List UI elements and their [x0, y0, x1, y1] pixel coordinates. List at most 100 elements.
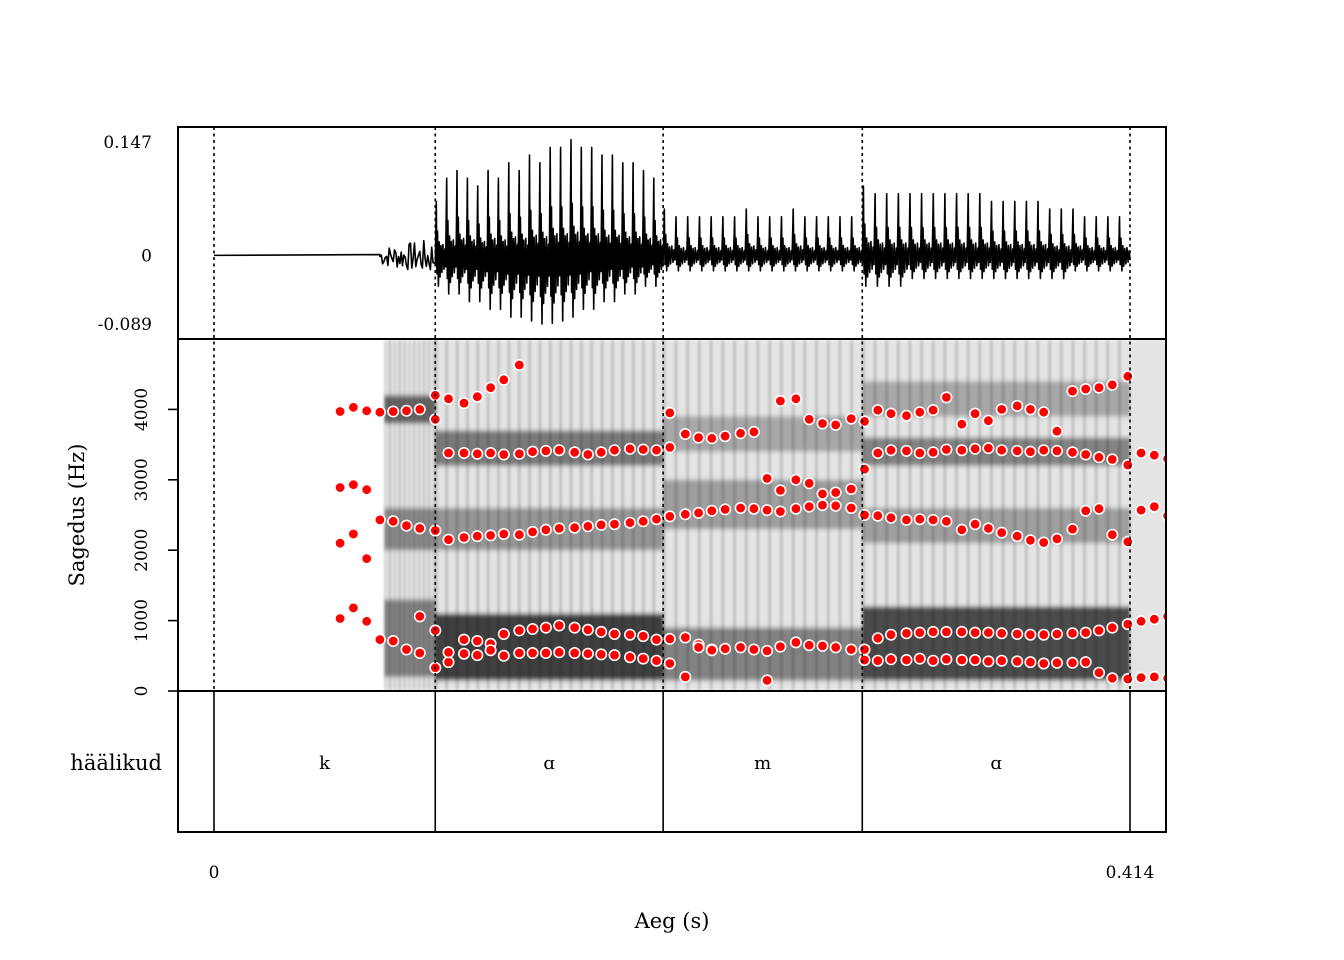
- formant-point-extra: [413, 610, 426, 623]
- formant-point-f3: [900, 444, 913, 457]
- formant-point-f1: [623, 628, 636, 641]
- formant-tracks: [334, 358, 1166, 687]
- formant-point-f2: [568, 521, 581, 534]
- x-tick-label: 0.414: [1106, 863, 1155, 883]
- formant-point-extra: [1135, 671, 1148, 684]
- formant-point-f4: [982, 414, 995, 427]
- formant-point-extra: [539, 646, 552, 659]
- formant-point-f4: [871, 404, 884, 417]
- formant-point-f3: [858, 463, 871, 476]
- formant-point-f2: [650, 513, 663, 526]
- formant-point-extra: [955, 653, 968, 666]
- formant-point-f3: [789, 473, 802, 486]
- formant-point-f1: [747, 643, 760, 656]
- formant-point-f2: [1093, 502, 1106, 515]
- spectrogram-striation: [1001, 339, 1005, 691]
- formant-point-f1: [955, 625, 968, 638]
- formant-point-f4: [816, 417, 829, 430]
- formant-point-f3: [1161, 452, 1166, 465]
- formant-point-f3: [774, 484, 787, 497]
- formant-point-f4: [789, 392, 802, 405]
- formant-point-f3: [442, 446, 455, 459]
- spectrogram-striation: [838, 339, 842, 691]
- waveform-trace: [213, 138, 1131, 325]
- formant-point-extra: [940, 653, 953, 666]
- formant-point-extra: [982, 655, 995, 668]
- spectrogram-striation: [897, 339, 900, 691]
- formant-point-f1: [789, 636, 802, 649]
- formant-point-f2: [400, 519, 413, 532]
- formant-point-f3: [884, 444, 897, 457]
- spectrogram-striation: [1013, 339, 1016, 691]
- spectrogram-striation: [815, 339, 818, 691]
- formant-point-f2: [360, 552, 373, 565]
- formant-point-f2: [871, 509, 884, 522]
- formant-point-f4: [484, 381, 497, 394]
- formant-point-f3: [663, 441, 676, 454]
- formant-point-f2: [1161, 509, 1166, 522]
- formant-point-f2: [816, 499, 829, 512]
- segment-label: ɑ: [990, 753, 1002, 774]
- formant-point-extra: [497, 649, 510, 662]
- formant-point-extra: [526, 646, 539, 659]
- formant-point-f4: [1051, 425, 1064, 438]
- spectrogram-panel: [384, 339, 1166, 691]
- formant-point-extra: [581, 647, 594, 660]
- formant-point-f4: [497, 373, 510, 386]
- formant-point-f3: [969, 442, 982, 455]
- formant-point-f1: [679, 631, 692, 644]
- formant-point-f3: [1121, 458, 1134, 471]
- formant-point-f2: [927, 513, 940, 526]
- formant-point-f4: [400, 404, 413, 417]
- formant-point-f4: [442, 392, 455, 405]
- spectrogram-noise: [433, 339, 435, 691]
- formant-point-extra: [1161, 672, 1166, 685]
- segment-label: m: [754, 753, 771, 774]
- formant-point-f1: [816, 639, 829, 652]
- formant-point-f2: [679, 508, 692, 521]
- formant-point-f2: [553, 522, 566, 535]
- spectrogram-striation: [955, 339, 958, 691]
- formant-point-f4: [1066, 385, 1079, 398]
- formant-point-extra: [705, 644, 718, 657]
- spectrogram-striation: [733, 339, 736, 691]
- formant-point-f3: [692, 431, 705, 444]
- spectrogram-striation: [621, 339, 624, 691]
- formant-point-extra: [1148, 670, 1161, 683]
- formant-point-f2: [347, 527, 360, 540]
- formant-point-extra: [1121, 672, 1134, 685]
- formant-point-f4: [1079, 382, 1092, 395]
- formant-point-f2: [581, 520, 594, 533]
- formant-point-f1: [413, 646, 426, 659]
- spectrogram-striation: [590, 339, 593, 691]
- spectrogram-noise: [428, 339, 430, 691]
- formant-point-f2: [803, 500, 816, 513]
- formant-point-f2: [595, 518, 608, 531]
- formant-point-f2: [774, 505, 787, 518]
- formant-point-f3: [747, 425, 760, 438]
- formant-point-f2: [1135, 504, 1148, 517]
- formant-point-extra: [1093, 666, 1106, 679]
- formant-point-f3: [995, 444, 1008, 457]
- formant-point-f1: [927, 625, 940, 638]
- formant-point-extra: [1051, 656, 1064, 669]
- spectrogram-striation: [721, 339, 724, 691]
- formant-point-f2: [1148, 500, 1161, 513]
- formant-point-f2: [373, 513, 386, 526]
- spectrogram-image: [384, 339, 1166, 691]
- formant-point-f3: [650, 444, 663, 457]
- formant-point-f3: [553, 444, 566, 457]
- formant-point-f2: [608, 518, 621, 531]
- spectrogram-striation: [466, 339, 469, 691]
- formant-point-f4: [940, 391, 953, 404]
- formant-point-f1: [1106, 621, 1119, 634]
- spectrogram-striation: [850, 339, 853, 691]
- spectrogram-y-tick-label: 4000: [132, 388, 152, 431]
- formant-point-f2: [845, 501, 858, 514]
- formant-point-f4: [513, 358, 526, 371]
- formant-point-f4: [457, 397, 470, 410]
- spectrogram-striation: [791, 339, 795, 691]
- formant-point-f2: [1037, 536, 1050, 549]
- formant-point-f4: [803, 413, 816, 426]
